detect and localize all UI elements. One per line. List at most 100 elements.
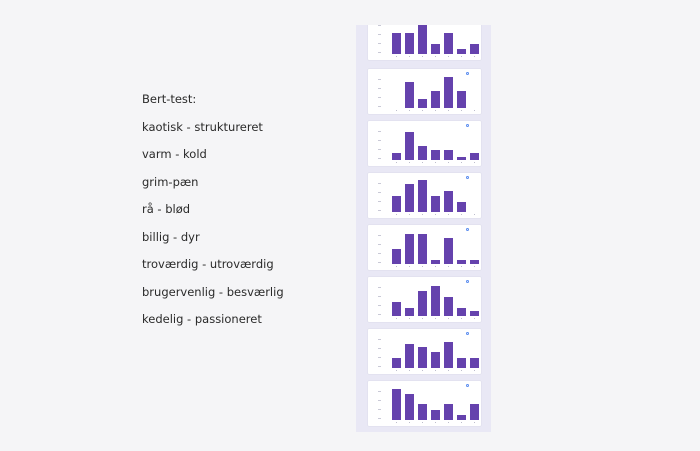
- axis-tick: [378, 106, 381, 107]
- x-tick: [409, 162, 410, 163]
- chart-plot: [384, 283, 479, 316]
- axis-tick: [378, 25, 381, 26]
- axis-tick: [378, 140, 381, 141]
- download-icon[interactable]: [466, 331, 478, 335]
- label-item-8: kedelig - passioneret: [142, 312, 262, 326]
- labels-heading: Bert-test:: [142, 92, 197, 106]
- x-tick: [396, 56, 397, 57]
- chart-bar: [431, 43, 440, 54]
- x-tick: [396, 110, 397, 111]
- chart-bar: [418, 99, 427, 108]
- x-tick: [435, 162, 436, 163]
- x-tick: [435, 370, 436, 371]
- chart-bar: [431, 90, 440, 108]
- x-axis: [384, 213, 478, 216]
- chart-card: [368, 69, 481, 114]
- axis-tick: [378, 314, 381, 315]
- chart-card: [368, 277, 481, 322]
- chart-icon: [466, 331, 469, 335]
- chart-icon: [466, 227, 469, 231]
- x-tick: [409, 214, 410, 215]
- chart-bar: [431, 352, 440, 368]
- x-tick: [422, 370, 423, 371]
- download-icon[interactable]: [466, 227, 478, 231]
- chart-bar: [444, 33, 453, 54]
- x-tick: [448, 266, 449, 267]
- x-tick: [448, 318, 449, 319]
- axis-tick: [378, 357, 381, 358]
- chart-card: [368, 25, 481, 60]
- x-axis: [384, 317, 478, 320]
- chart-bar: [405, 82, 414, 108]
- chart-bar: [431, 409, 440, 420]
- x-axis: [384, 55, 478, 58]
- chart-bar: [405, 184, 414, 212]
- x-tick: [448, 422, 449, 423]
- axis-tick: [378, 201, 381, 202]
- chart-icon: [466, 175, 469, 179]
- axis-tick: [378, 262, 381, 263]
- x-tick: [435, 318, 436, 319]
- chart-bar: [457, 414, 466, 420]
- x-tick: [448, 162, 449, 163]
- chart-bar: [392, 302, 401, 316]
- x-tick: [435, 422, 436, 423]
- chart-bar: [444, 191, 453, 212]
- chart-plot: [384, 231, 479, 264]
- download-icon[interactable]: [466, 383, 478, 387]
- chart-bar: [470, 153, 479, 160]
- x-tick: [409, 370, 410, 371]
- x-tick: [422, 110, 423, 111]
- chart-bar: [457, 260, 466, 264]
- x-tick: [474, 370, 475, 371]
- download-icon[interactable]: [466, 71, 478, 75]
- x-tick: [422, 266, 423, 267]
- chart-bar: [392, 153, 401, 160]
- axis-tick: [378, 79, 381, 80]
- chart-plot: [384, 25, 479, 54]
- chart-bar: [470, 43, 479, 54]
- chart-bar: [418, 146, 427, 160]
- axis-tick: [378, 52, 381, 53]
- x-tick: [422, 56, 423, 57]
- label-item-4: rå - blød: [142, 202, 191, 216]
- axis-tick: [378, 418, 381, 419]
- chart-card: [368, 329, 481, 374]
- chart-bar: [405, 233, 414, 264]
- chart-bar: [392, 196, 401, 212]
- chart-bar: [418, 404, 427, 420]
- chart-bar: [444, 404, 453, 420]
- x-tick: [435, 214, 436, 215]
- download-icon[interactable]: [466, 123, 478, 127]
- x-axis: [384, 421, 478, 424]
- chart-bar: [470, 260, 479, 264]
- x-tick: [448, 56, 449, 57]
- x-tick: [448, 370, 449, 371]
- x-tick: [461, 162, 462, 163]
- x-tick: [448, 110, 449, 111]
- chart-bar: [392, 389, 401, 420]
- chart-bar: [470, 357, 479, 368]
- chart-bar: [444, 342, 453, 368]
- chart-strip: [356, 25, 491, 432]
- x-axis: [384, 265, 478, 268]
- chart-bar: [470, 310, 479, 316]
- chart-bar: [470, 404, 479, 420]
- x-tick: [422, 162, 423, 163]
- x-tick: [422, 318, 423, 319]
- download-icon[interactable]: [466, 175, 478, 179]
- chart-bar: [444, 149, 453, 160]
- axis-tick: [378, 235, 381, 236]
- chart-plot: [384, 387, 479, 420]
- download-icon[interactable]: [466, 279, 478, 283]
- x-tick: [396, 214, 397, 215]
- x-tick: [409, 56, 410, 57]
- chart-icon: [466, 279, 469, 283]
- label-item-5: billig - dyr: [142, 229, 200, 244]
- axis-tick: [378, 305, 381, 306]
- chart-bar: [431, 196, 440, 212]
- chart-icon: [466, 71, 469, 75]
- x-axis: [384, 109, 478, 112]
- axis-tick: [378, 210, 381, 211]
- x-tick: [474, 214, 475, 215]
